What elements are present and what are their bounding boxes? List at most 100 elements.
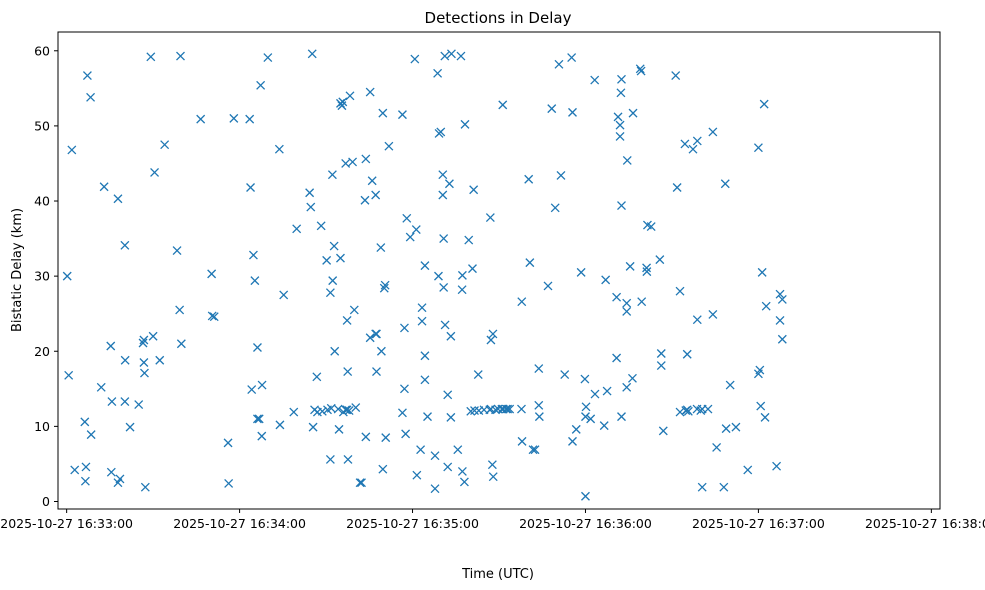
data-point: [613, 112, 623, 122]
data-point: [757, 267, 767, 277]
data-point: [517, 436, 527, 446]
y-tick-label: 60: [34, 43, 50, 58]
data-point: [675, 286, 685, 296]
data-point: [341, 405, 351, 415]
data-point: [550, 203, 560, 213]
data-point: [731, 422, 741, 432]
data-point: [642, 263, 652, 273]
data-point: [655, 255, 665, 265]
data-point: [423, 412, 432, 422]
data-point: [384, 141, 394, 151]
data-point: [67, 145, 77, 155]
data-point: [775, 315, 785, 325]
data-point: [612, 292, 622, 302]
data-point: [456, 51, 466, 61]
data-point: [440, 320, 450, 330]
data-point: [341, 158, 351, 168]
data-point: [525, 258, 535, 268]
data-point: [646, 222, 656, 232]
data-point: [355, 478, 365, 488]
data-point: [365, 87, 375, 97]
data-point: [671, 71, 681, 81]
data-point: [505, 404, 515, 414]
data-point: [417, 316, 427, 326]
data-point: [246, 183, 256, 192]
data-point: [125, 422, 135, 432]
data-point: [307, 49, 317, 59]
data-point: [155, 355, 165, 365]
data-point: [140, 368, 149, 378]
data-point: [250, 276, 260, 286]
data-point: [756, 401, 766, 411]
plot-area: [57, 31, 941, 510]
data-point: [257, 431, 267, 441]
data-point: [642, 267, 652, 277]
data-point: [176, 51, 185, 61]
data-point: [378, 108, 388, 118]
data-point: [139, 358, 149, 367]
data-point: [625, 261, 635, 271]
data-point: [524, 174, 534, 184]
data-point: [349, 305, 359, 315]
data-point: [469, 185, 479, 195]
data-point: [96, 382, 106, 392]
data-point: [376, 243, 386, 253]
data-point: [697, 482, 707, 492]
data-point: [775, 289, 785, 299]
data-point: [148, 331, 158, 341]
data-point: [622, 155, 632, 165]
data-point: [468, 264, 477, 274]
data-point: [316, 221, 326, 231]
data-point: [547, 104, 557, 114]
data-point: [380, 280, 390, 290]
data-point: [160, 140, 170, 150]
data-point: [351, 403, 361, 413]
y-tick-label: 30: [34, 269, 50, 284]
data-point: [338, 97, 348, 107]
x-tick-label: 2025-10-27 16:38:00: [865, 516, 985, 531]
data-point: [263, 53, 273, 62]
data-point: [488, 329, 498, 339]
data-point: [601, 275, 611, 285]
data-point: [342, 405, 352, 415]
data-point: [438, 170, 448, 180]
y-tick-label: 50: [34, 118, 50, 133]
data-point: [372, 329, 381, 339]
data-point: [312, 372, 322, 382]
data-point: [257, 380, 267, 390]
plot-frame: [57, 31, 941, 510]
data-point: [209, 312, 219, 322]
data-point: [248, 250, 258, 260]
data-point: [568, 107, 577, 117]
data-point: [617, 201, 626, 210]
data-point: [554, 59, 564, 69]
data-point: [223, 438, 233, 448]
data-point: [292, 224, 302, 234]
x-tick-label: 2025-10-27 16:33:00: [0, 516, 133, 531]
data-point: [207, 311, 217, 321]
data-point: [397, 110, 407, 120]
data-point: [430, 451, 440, 461]
data-point: [317, 406, 327, 416]
data-point: [682, 349, 692, 359]
data-point: [656, 349, 666, 358]
data-point: [708, 127, 718, 137]
data-point: [372, 367, 381, 376]
data-point: [571, 424, 581, 434]
data-point: [342, 315, 352, 325]
data-point: [172, 246, 182, 256]
data-point: [106, 341, 116, 351]
data-point: [470, 406, 479, 416]
data-point: [457, 285, 467, 295]
data-point: [138, 338, 148, 348]
data-point: [336, 253, 345, 263]
data-point: [401, 429, 411, 439]
data-point: [399, 323, 409, 333]
data-point: [581, 412, 590, 422]
data-point: [438, 190, 448, 200]
data-point: [457, 270, 467, 280]
data-point: [140, 482, 150, 492]
data-point: [560, 370, 570, 379]
data-point: [289, 407, 299, 417]
